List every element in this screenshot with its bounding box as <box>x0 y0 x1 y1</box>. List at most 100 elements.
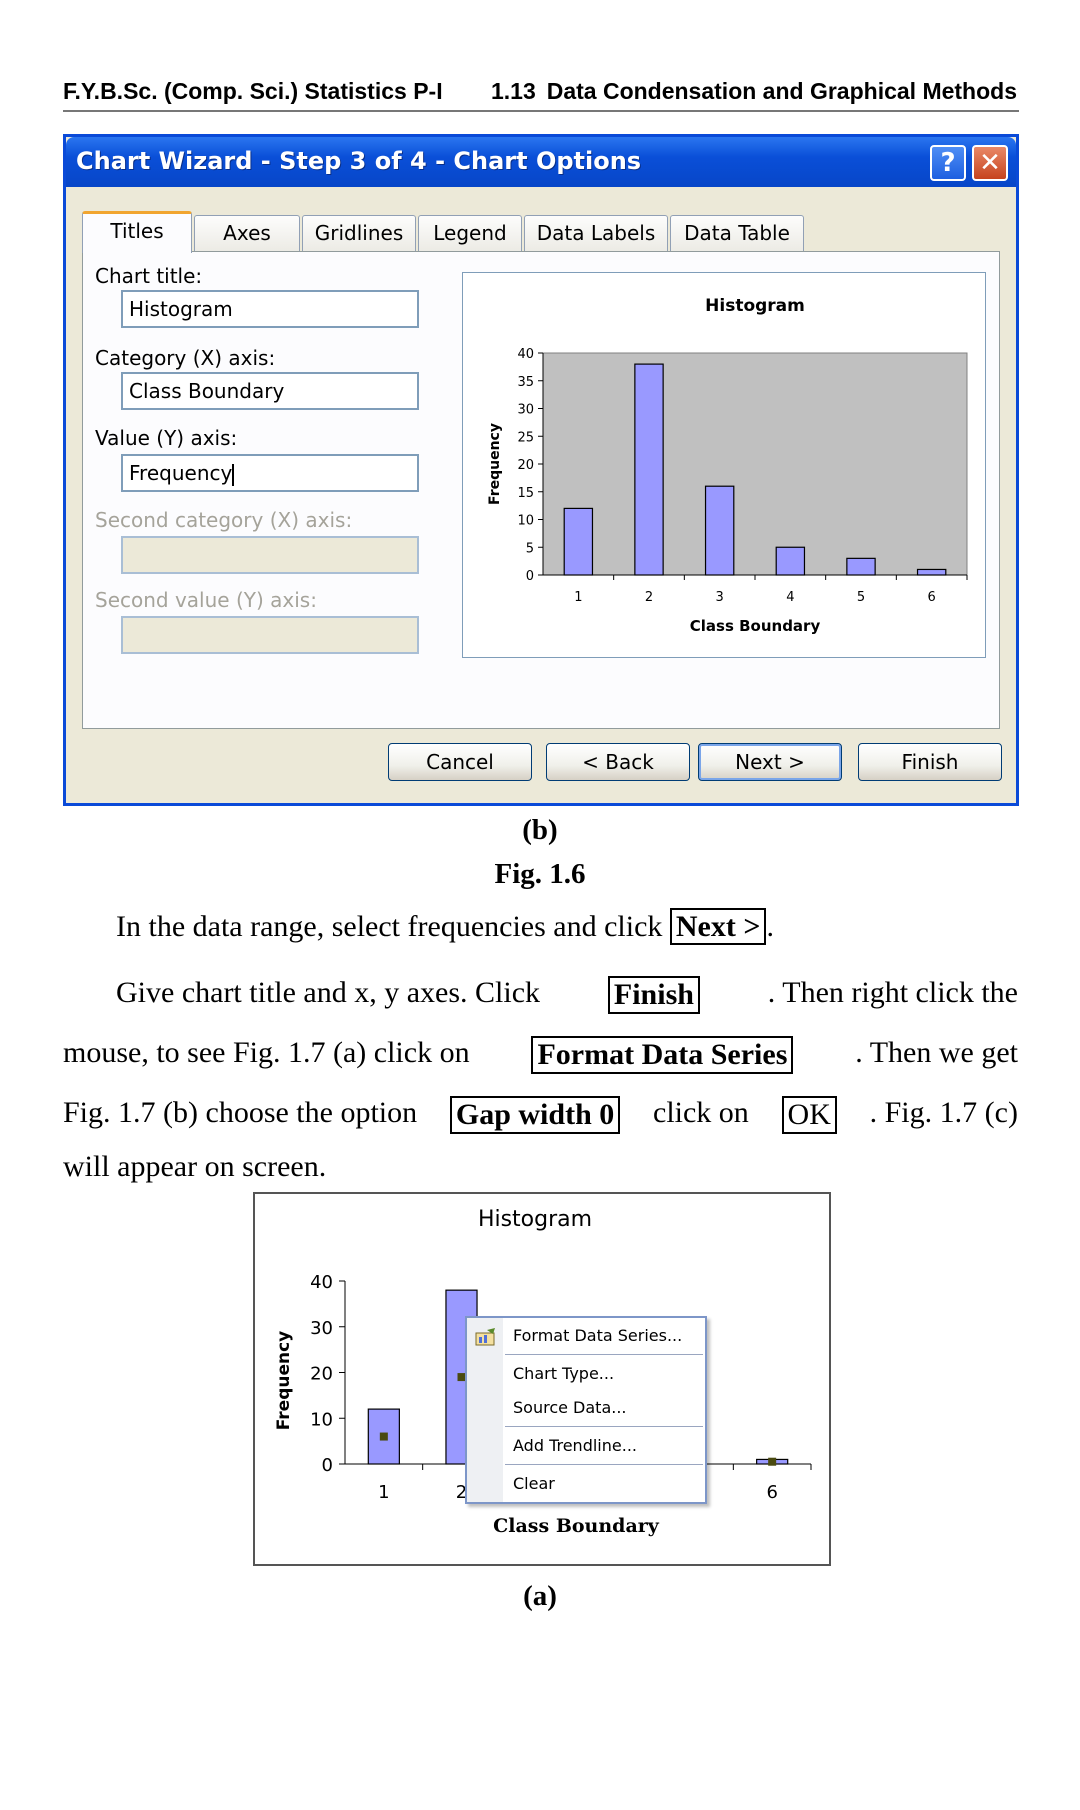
x-tick-label: 3 <box>716 590 724 605</box>
menu-separator <box>505 1354 703 1355</box>
chart-preview: Histogram 0 5 10 15 20 25 30 35 40 1 2 3 4 5 6 Class Bou… <box>462 272 986 658</box>
tab-legend[interactable]: Legend <box>418 215 522 251</box>
preview-histogram-chart: Histogram 0 5 10 15 20 25 30 35 40 1 2 3 4 5 6 Class Bou… <box>487 296 968 635</box>
category-axis-label: Category (X) axis: <box>95 346 276 370</box>
menu-source-data[interactable]: Source Data... <box>513 1398 627 1417</box>
y-tick-label: 35 <box>517 375 534 390</box>
y-tick-label: 0 <box>526 569 534 584</box>
menu-separator <box>505 1464 703 1465</box>
p4-key-gap: Gap width 0 <box>449 1096 621 1134</box>
y-tick-label: 20 <box>517 458 534 473</box>
tab-gridlines[interactable]: Gridlines <box>302 215 416 251</box>
paragraph-4: Fig. 1.7 (b) choose the option Gap width… <box>63 1096 1018 1134</box>
running-header: F.Y.B.Sc. (Comp. Sci.) Statistics P-I 1.… <box>63 74 1019 112</box>
tab-data-table[interactable]: Data Table <box>670 215 804 251</box>
y-tick-label: 30 <box>517 403 534 418</box>
dialog-titlebar[interactable]: Chart Wizard - Step 3 of 4 - Chart Optio… <box>66 137 1016 187</box>
back-button[interactable]: < Back <box>546 743 690 781</box>
header-page-number: 1.13 <box>491 78 536 104</box>
bar <box>563 507 594 576</box>
p1-text: In the data range, select frequencies an… <box>116 910 670 943</box>
tab-data-labels[interactable]: Data Labels <box>524 215 668 251</box>
value-axis-input[interactable]: Frequency <box>121 454 419 492</box>
p3-key-format: Format Data Series <box>531 1036 794 1074</box>
close-button[interactable]: ✕ <box>972 145 1008 181</box>
y-tick-label: 15 <box>517 486 534 501</box>
x-tick-label: 6 <box>766 1482 777 1503</box>
x-axis-title: Class Boundary <box>493 1515 660 1537</box>
p4-mid: click on <box>653 1096 749 1129</box>
x-tick-label: 5 <box>857 590 865 605</box>
y-tick-label: 20 <box>310 1364 333 1385</box>
paragraph-5: will appear on screen. <box>63 1150 327 1183</box>
dialog-title: Chart Wizard - Step 3 of 4 - Chart Optio… <box>76 147 642 175</box>
paragraph-2: Give chart title and x, y axes. Click Fi… <box>116 976 1018 1014</box>
p1-end: . <box>766 910 774 943</box>
y-tick-label: 30 <box>310 1318 333 1339</box>
context-menu-icon-strip <box>467 1318 503 1502</box>
bar <box>634 363 664 576</box>
second-category-axis-label: Second category (X) axis: <box>95 508 353 532</box>
chart-wizard-dialog: Chart Wizard - Step 3 of 4 - Chart Optio… <box>63 134 1019 806</box>
bar <box>367 1408 400 1465</box>
value-axis-label: Value (Y) axis: <box>95 426 238 450</box>
second-category-axis-input <box>121 536 419 574</box>
help-button[interactable]: ? <box>930 145 966 181</box>
selection-handle <box>457 1373 466 1382</box>
x-tick-label: 1 <box>574 590 582 605</box>
format-data-series-icon <box>475 1328 495 1346</box>
y-tick-label: 25 <box>517 430 534 445</box>
caption-a: (a) <box>523 1580 557 1612</box>
bar <box>916 568 947 576</box>
context-menu: Format Data Series... Chart Type... Sour… <box>465 1316 707 1504</box>
tab-titles[interactable]: Titles <box>82 211 192 253</box>
x-tick-label: 4 <box>786 590 794 605</box>
menu-add-trendline[interactable]: Add Trendline... <box>513 1436 637 1455</box>
header-book-title: F.Y.B.Sc. (Comp. Sci.) Statistics P-I <box>63 78 443 104</box>
titles-panel: Chart title: Histogram Category (X) axis… <box>82 251 1000 729</box>
p3-text: mouse, to see Fig. 1.7 (a) click on <box>63 1036 470 1069</box>
menu-chart-type[interactable]: Chart Type... <box>513 1364 615 1383</box>
next-button[interactable]: Next > <box>698 743 842 781</box>
bar <box>846 557 876 576</box>
chart-title: Histogram <box>705 296 805 316</box>
x-tick-label: 2 <box>456 1482 467 1503</box>
chart-title-label: Chart title: <box>95 264 203 288</box>
paragraph-3: mouse, to see Fig. 1.7 (a) click on Form… <box>63 1036 1018 1074</box>
caption-b: (b) <box>522 814 558 846</box>
x-tick-label: 2 <box>645 590 653 605</box>
chart-title-value: Histogram <box>129 297 233 321</box>
chart-title: Histogram <box>478 1207 592 1232</box>
menu-format-data-series[interactable]: Format Data Series... <box>513 1326 683 1345</box>
y-tick-label: 10 <box>517 514 534 529</box>
finish-button[interactable]: Finish <box>858 743 1002 781</box>
category-axis-input[interactable]: Class Boundary <box>121 372 419 410</box>
y-axis-title: Frequency <box>487 423 503 505</box>
x-axis-title: Class Boundary <box>690 617 821 635</box>
tab-axes[interactable]: Axes <box>194 215 300 251</box>
second-value-axis-input <box>121 616 419 654</box>
header-chapter-title: Data Condensation and Graphical Methods <box>546 78 1017 104</box>
figure-label: Fig. 1.6 <box>494 858 586 890</box>
p4-text: Fig. 1.7 (b) choose the option <box>63 1096 418 1129</box>
bar <box>704 485 735 576</box>
cancel-button[interactable]: Cancel <box>388 743 532 781</box>
selection-handle <box>379 1432 388 1441</box>
p2-key-finish: Finish <box>607 976 700 1014</box>
p1-key-next: Next > <box>669 908 767 945</box>
p2-end: . Then right click the <box>767 976 1018 1009</box>
menu-separator <box>505 1426 703 1427</box>
chart-title-input[interactable]: Histogram <box>121 290 419 328</box>
bar <box>775 546 806 576</box>
plot-area <box>542 352 968 576</box>
p2-text: Give chart title and x, y axes. Click <box>116 976 541 1009</box>
y-tick-label: 40 <box>517 347 534 362</box>
selection-handle <box>768 1457 777 1466</box>
p3-end: . Then we get <box>855 1036 1018 1069</box>
menu-clear[interactable]: Clear <box>513 1474 555 1493</box>
p4-end: . Fig. 1.7 (c) <box>869 1096 1018 1129</box>
y-tick-label: 10 <box>310 1409 333 1430</box>
text-caret <box>232 463 235 486</box>
y-axis-title: Frequency <box>274 1331 294 1431</box>
x-tick-label: 1 <box>378 1482 389 1503</box>
